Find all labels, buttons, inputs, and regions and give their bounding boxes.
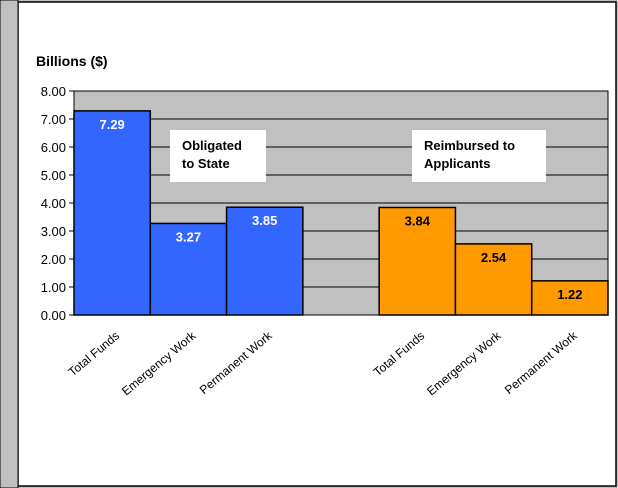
y-tick-label: 4.00 [41,196,66,211]
bar-value-label: 2.54 [481,250,507,265]
bar-value-label: 7.29 [99,117,124,132]
bar-value-label: 3.85 [252,213,277,228]
y-tick-label: 3.00 [41,224,66,239]
bar-value-label: 1.22 [557,287,582,302]
y-tick-label: 8.00 [41,84,66,99]
left-strip [0,0,19,488]
bar [73,110,152,316]
group-label: Applicants [424,156,490,171]
bar [530,280,609,316]
y-tick-label: 6.00 [41,140,66,155]
y-tick-label: 7.00 [41,112,66,127]
bar-value-label: 3.84 [405,213,431,228]
group-label: Reimbursed to [424,138,515,153]
group-label-box [412,130,546,182]
y-tick-label: 2.00 [41,252,66,267]
y-tick-label: 5.00 [41,168,66,183]
bar [149,222,228,316]
group-label: to State [182,156,230,171]
y-axis-title: Billions ($) [36,53,108,69]
bar [225,206,304,316]
y-tick-label: 0.00 [41,308,66,323]
bar [378,206,457,316]
plot-area: 0.00 1.00 2.00 3.00 4.00 5.00 6.00 7.00 8.00 7.29… [41,84,609,398]
group-label-box [170,130,266,182]
y-tick-label: 1.00 [41,280,66,295]
bar-value-label: 3.27 [176,229,201,244]
bar [454,243,533,316]
group-label: Obligated [182,138,242,153]
